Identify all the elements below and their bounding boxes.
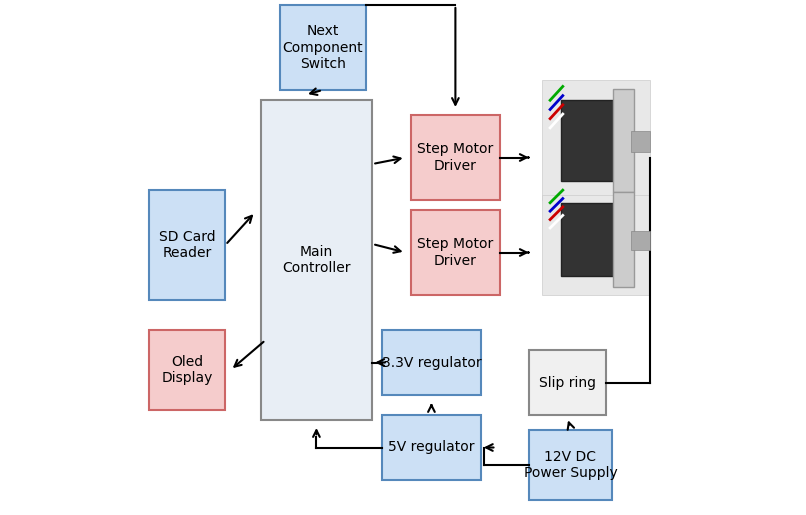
FancyBboxPatch shape <box>561 100 619 181</box>
FancyBboxPatch shape <box>382 330 481 395</box>
Text: Oled
Display: Oled Display <box>161 355 213 385</box>
FancyBboxPatch shape <box>542 195 650 295</box>
Text: 12V DC
Power Supply: 12V DC Power Supply <box>524 450 617 480</box>
FancyBboxPatch shape <box>382 415 481 480</box>
FancyBboxPatch shape <box>561 203 619 276</box>
Text: Slip ring: Slip ring <box>538 375 596 389</box>
FancyBboxPatch shape <box>631 231 650 250</box>
FancyBboxPatch shape <box>529 430 612 500</box>
FancyBboxPatch shape <box>542 80 650 200</box>
Text: SD Card
Reader: SD Card Reader <box>159 230 215 260</box>
FancyBboxPatch shape <box>613 192 634 287</box>
FancyBboxPatch shape <box>631 131 650 152</box>
FancyBboxPatch shape <box>148 330 226 410</box>
FancyBboxPatch shape <box>529 350 605 415</box>
FancyBboxPatch shape <box>613 89 634 192</box>
Text: 3.3V regulator: 3.3V regulator <box>381 355 481 369</box>
Text: Step Motor
Driver: Step Motor Driver <box>418 143 493 173</box>
Text: Main
Controller: Main Controller <box>282 245 351 275</box>
FancyBboxPatch shape <box>411 115 500 200</box>
FancyBboxPatch shape <box>280 5 366 90</box>
FancyBboxPatch shape <box>260 100 372 420</box>
Text: Step Motor
Driver: Step Motor Driver <box>418 237 493 268</box>
Text: Next
Component
Switch: Next Component Switch <box>282 24 364 71</box>
FancyBboxPatch shape <box>411 210 500 295</box>
Text: 5V regulator: 5V regulator <box>388 440 475 455</box>
FancyBboxPatch shape <box>148 190 226 300</box>
